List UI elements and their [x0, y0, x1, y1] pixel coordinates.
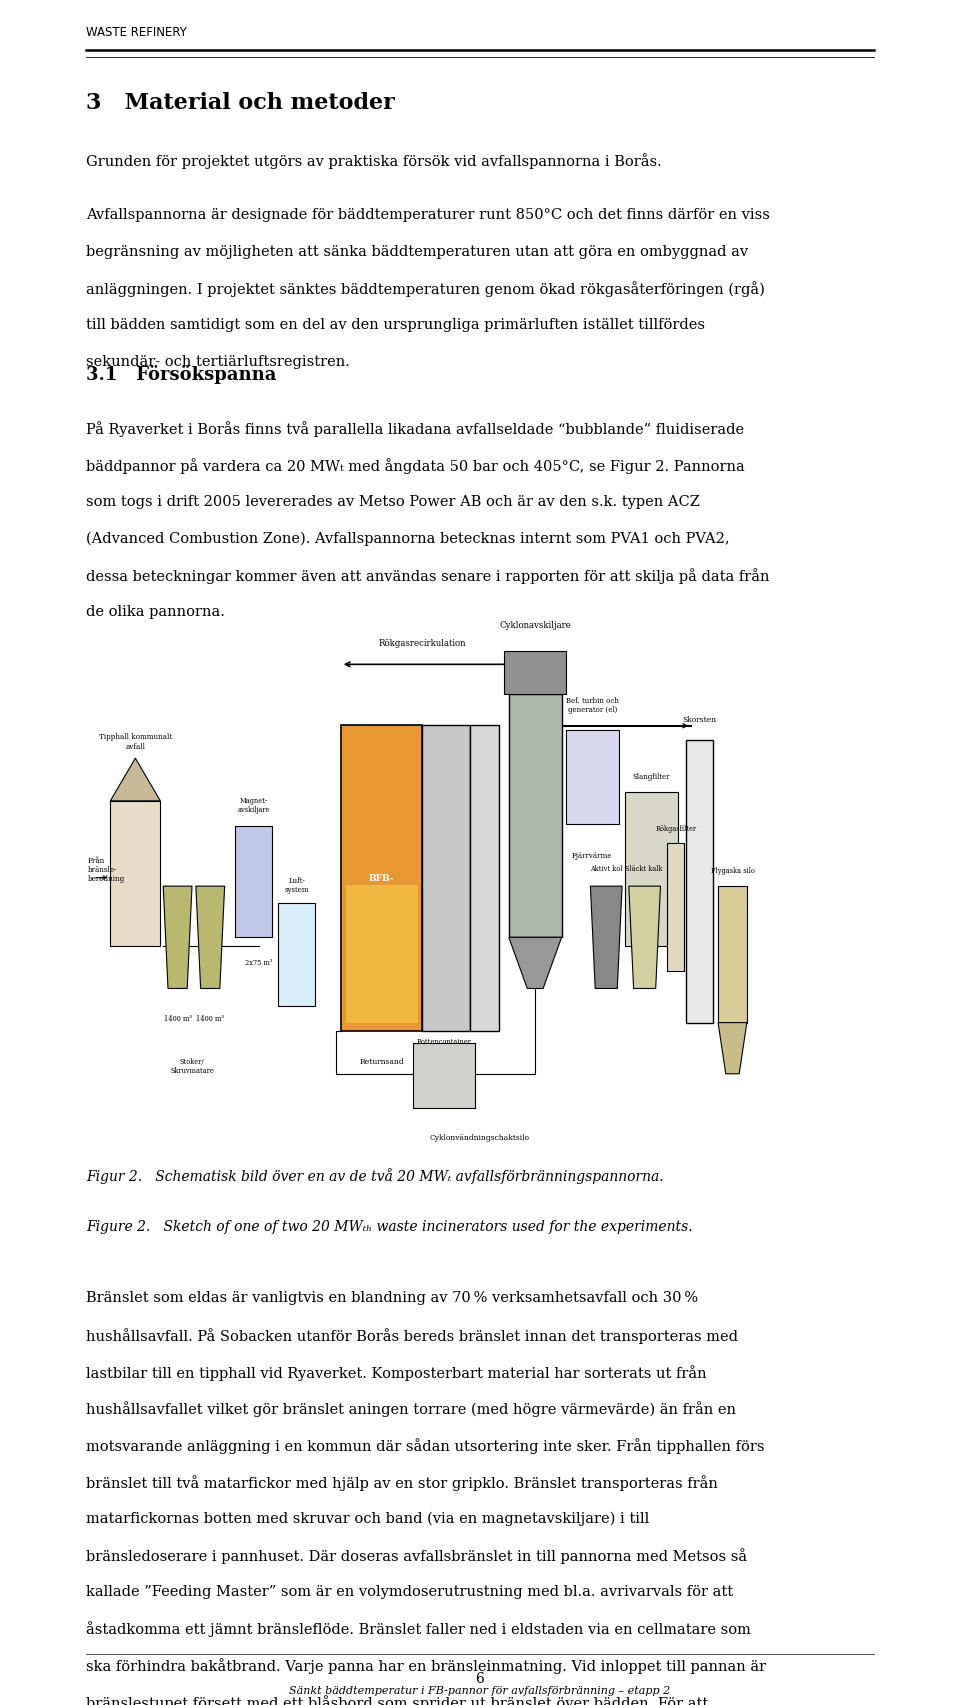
Polygon shape — [590, 887, 622, 989]
Bar — [686, 740, 713, 1023]
Text: Cyklonvändningschaktsilo: Cyklonvändningschaktsilo — [430, 1134, 530, 1142]
Polygon shape — [509, 938, 562, 989]
Text: till bädden samtidigt som en del av den ursprungliga primärluften istället tillf: till bädden samtidigt som en del av den … — [86, 317, 706, 332]
Text: 1400 m³: 1400 m³ — [196, 1014, 225, 1023]
Text: Figur 2.   Schematisk bild över en av de två 20 MWₜ avfallsförbränningspannorna.: Figur 2. Schematisk bild över en av de t… — [86, 1168, 664, 1183]
Text: Flygaska silo: Flygaska silo — [710, 866, 755, 875]
Text: 1400 m³: 1400 m³ — [163, 1014, 192, 1023]
Text: kallade ”Feeding Master” som är en volymdoserutrustning med bl.a. avrivarvals fö: kallade ”Feeding Master” som är en volym… — [86, 1584, 733, 1598]
Text: Luft-
system: Luft- system — [284, 876, 309, 893]
Text: Cyklonavskiljare: Cyklonavskiljare — [499, 621, 571, 629]
Bar — [667, 844, 684, 972]
Text: Bef. turbin och
generator (el): Bef. turbin och generator (el) — [565, 696, 619, 714]
Text: motsvarande anläggning i en kommun där sådan utsortering inte sker. Från tipphal: motsvarande anläggning i en kommun där s… — [86, 1437, 765, 1453]
Bar — [509, 694, 562, 938]
Text: Sänkt bäddtemperatur i FB-pannor för avfallsförbränning – etapp 2: Sänkt bäddtemperatur i FB-pannor för avf… — [289, 1685, 671, 1695]
Polygon shape — [110, 759, 160, 801]
Text: På Ryaverket i Borås finns två parallella likadana avfallseldade “bubblande” flu: På Ryaverket i Borås finns två parallell… — [86, 421, 745, 436]
Text: Fjärrvärme: Fjärrvärme — [572, 852, 612, 859]
Text: (Advanced Combustion Zone). Avfallspannorna betecknas internt som PVA1 och PVA2,: (Advanced Combustion Zone). Avfallspanno… — [86, 532, 730, 546]
Text: 2x75 m³: 2x75 m³ — [245, 958, 273, 967]
Bar — [718, 887, 747, 1023]
Bar — [470, 726, 499, 1032]
Text: bränslet till två matarfickor med hjälp av en stor gripklo. Bränslet transporter: bränslet till två matarfickor med hjälp … — [86, 1473, 718, 1490]
Bar — [235, 827, 272, 938]
Text: WASTE REFINERY: WASTE REFINERY — [86, 26, 187, 39]
Text: Stoker/
Skruvmatare: Stoker/ Skruvmatare — [170, 1057, 214, 1074]
Polygon shape — [629, 887, 660, 989]
Text: Skorsten: Skorsten — [683, 716, 717, 723]
Text: de olika pannorna.: de olika pannorna. — [86, 605, 226, 619]
Text: sekundär- och tertiärluftsregistren.: sekundär- och tertiärluftsregistren. — [86, 355, 350, 368]
Text: Grunden för projektet utgörs av praktiska försök vid avfallspannorna i Borås.: Grunden för projektet utgörs av praktisk… — [86, 153, 662, 169]
Text: åstadkomma ett jämnt bränsleflöde. Bränslet faller ned i eldstaden via en cellma: åstadkomma ett jämnt bränsleflöde. Bräns… — [86, 1620, 752, 1637]
Text: Figure 2.   Sketch of one of two 20 MWₜₕ waste incinerators used for the experim: Figure 2. Sketch of one of two 20 MWₜₕ w… — [86, 1219, 693, 1233]
Bar — [566, 730, 619, 825]
Text: matarfickornas botten med skruvar och band (via en magnetavskiljare) i till: matarfickornas botten med skruvar och ba… — [86, 1511, 650, 1524]
Polygon shape — [196, 887, 225, 989]
Bar — [413, 1043, 475, 1108]
Text: bäddpannor på vardera ca 20 MWₜ med ångdata 50 bar och 405°C, se Figur 2. Pannor: bäddpannor på vardera ca 20 MWₜ med ångd… — [86, 457, 745, 474]
Text: Tipphall kommunalt
avfall: Tipphall kommunalt avfall — [99, 733, 172, 750]
Bar — [346, 887, 418, 1023]
Text: Avfallspannorna är designade för bäddtemperaturer runt 850°C och det finns därfö: Avfallspannorna är designade för bäddtem… — [86, 208, 770, 222]
Bar — [110, 801, 160, 946]
Text: bränsledoserare i pannhuset. Där doseras avfallsbränslet in till pannorna med Me: bränsledoserare i pannhuset. Där doseras… — [86, 1548, 748, 1563]
Text: som togs i drift 2005 levererades av Metso Power AB och är av den s.k. typen ACZ: som togs i drift 2005 levererades av Met… — [86, 494, 700, 508]
Bar — [422, 726, 470, 1032]
Text: anläggningen. I projektet sänktes bäddtemperaturen genom ökad rökgasåterföringen: anläggningen. I projektet sänktes bäddte… — [86, 281, 765, 297]
Text: 6: 6 — [475, 1671, 485, 1685]
Text: hushållsavfall. På Sobacken utanför Borås bereds bränslet innan det transportera: hushållsavfall. På Sobacken utanför Borå… — [86, 1326, 738, 1344]
Text: Släckt kalk: Släckt kalk — [626, 864, 662, 873]
Polygon shape — [718, 1023, 747, 1074]
Text: Magnet-
avskiljare: Magnet- avskiljare — [237, 796, 270, 813]
Text: dessa beteckningar kommer även att användas senare i rapporten för att skilja på: dessa beteckningar kommer även att använ… — [86, 568, 770, 583]
Bar — [341, 726, 422, 1032]
Text: 3   Material och metoder: 3 Material och metoder — [86, 92, 396, 114]
Text: Aktivt kol: Aktivt kol — [589, 864, 622, 873]
Polygon shape — [163, 887, 192, 989]
Text: Bottencontainer: Bottencontainer — [417, 1037, 472, 1045]
Bar — [625, 793, 678, 946]
Text: BFB-
panna: BFB- panna — [366, 873, 397, 893]
Text: Rökgasfilter: Rökgasfilter — [656, 824, 696, 832]
Bar — [278, 904, 315, 1006]
Text: Returnsand: Returnsand — [359, 1057, 404, 1066]
Text: begränsning av möjligheten att sänka bäddtemperaturen utan att göra en ombyggnad: begränsning av möjligheten att sänka bäd… — [86, 244, 749, 259]
Text: ska förhindra bakåtbrand. Varje panna har en bränsleinmatning. Vid inloppet till: ska förhindra bakåtbrand. Varje panna ha… — [86, 1657, 766, 1673]
Text: lastbilar till en tipphall vid Ryaverket. Komposterbart material har sorterats u: lastbilar till en tipphall vid Ryaverket… — [86, 1364, 707, 1379]
Text: Bränslet som eldas är vanligtvis en blandning av 70 % verksamhetsavfall och 30 %: Bränslet som eldas är vanligtvis en blan… — [86, 1291, 699, 1304]
Bar — [504, 651, 566, 694]
Text: bränslestupet försett med ett blåsbord som sprider ut bränslet över bädden. För : bränslestupet försett med ett blåsbord s… — [86, 1693, 708, 1705]
Text: Slangfilter: Slangfilter — [632, 772, 670, 781]
Text: hushållsavfallet vilket gör bränslet aningen torrare (med högre värmevärde) än f: hushållsavfallet vilket gör bränslet ani… — [86, 1402, 736, 1417]
Text: Rökgasrecirkulation: Rökgasrecirkulation — [378, 639, 467, 648]
Text: Från
bränsle-
beredning: Från bränsle- beredning — [87, 856, 125, 883]
Text: 3.1   Försökspanna: 3.1 Försökspanna — [86, 365, 276, 384]
